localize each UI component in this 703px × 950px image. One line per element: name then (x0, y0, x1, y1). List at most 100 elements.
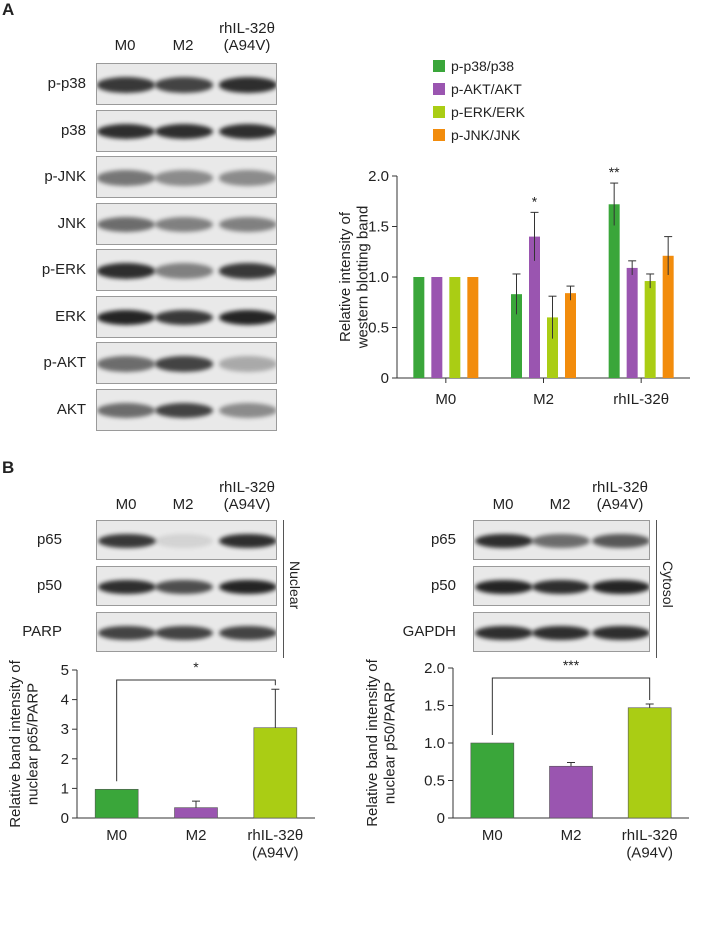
legend-swatch (433, 83, 445, 95)
blot-band (155, 533, 213, 549)
blot-band (97, 356, 155, 372)
fraction-bracket (283, 520, 284, 658)
blot-row-label: AKT (56, 400, 86, 418)
y-tick-label: 2.0 (368, 168, 389, 185)
y-tick-label: 1 (61, 780, 69, 797)
blot-strip (96, 63, 277, 105)
fraction-bracket (656, 520, 657, 658)
fraction-label: Nuclear (287, 561, 303, 610)
bar (626, 267, 638, 378)
bar (253, 727, 298, 819)
bar (529, 236, 540, 378)
x-tick-label: M2 (533, 391, 554, 408)
bar-chart-nuclear-p65: 0 1 2 3 4 5 Relative band intensity ofnuclear … (7, 659, 315, 861)
blot-strip (473, 520, 650, 560)
blot-band (592, 625, 649, 641)
blot-band (219, 216, 276, 233)
x-tick-label: M0 (482, 827, 503, 844)
blot-band (219, 309, 276, 326)
significance-bracket (116, 679, 276, 782)
lane-label: rhIL-32θ (A94V) (219, 20, 275, 54)
x-tick-label: M2 (186, 827, 207, 844)
significance-marker: * (193, 659, 199, 675)
legend-label: p-p38/p38 (451, 58, 514, 74)
x-tick-label: M0 (435, 391, 456, 408)
y-tick-label: 1.0 (424, 735, 445, 752)
blot-band (155, 309, 213, 326)
y-tick-label: 4 (61, 692, 69, 709)
bar-chart-phospho-ratios: 0 0.5 1.0 1.5 2.0 Relative intensity ofwester… (337, 58, 690, 410)
blot-strip (96, 202, 277, 245)
blot-row-label: p-AKT (43, 354, 86, 371)
blot-band (97, 123, 155, 140)
bar (431, 277, 443, 378)
blot-band (475, 625, 533, 641)
blot-band (475, 579, 533, 595)
significance-marker: ** (609, 164, 620, 180)
blot-band (155, 402, 213, 419)
blot-band (592, 533, 649, 549)
blot-strip (96, 249, 277, 291)
x-tick-label: rhIL-32θ(A94V) (247, 827, 303, 861)
blot-row-label: p-ERK (41, 261, 86, 278)
blot-band (219, 533, 276, 549)
y-tick-label: 1.5 (368, 219, 389, 236)
y-tick-label: 0.5 (424, 773, 445, 790)
y-tick-label: 0 (437, 810, 445, 827)
bar (662, 255, 674, 378)
blot-band (97, 170, 155, 186)
x-tick-label: M2 (561, 827, 582, 844)
legend-swatch (433, 129, 445, 141)
blot-band (475, 533, 533, 549)
x-tick-label: rhIL-32θ(A94V) (613, 391, 669, 410)
blot-band (219, 356, 276, 372)
blot-band (97, 309, 155, 326)
blot-strip (96, 566, 277, 606)
blot-band (219, 625, 276, 641)
blot-row-label: p50 (36, 577, 62, 594)
legend-label: p-JNK/JNK (451, 127, 521, 143)
blot-band (97, 77, 155, 93)
blot-band (98, 579, 156, 595)
y-tick-label: 0 (61, 810, 69, 827)
legend-swatch (433, 106, 445, 118)
y-tick-label: 1.0 (368, 269, 389, 286)
blot-band (592, 579, 649, 595)
blot-band (155, 123, 213, 140)
blot-band (98, 533, 156, 549)
lane-label: M0 (492, 496, 514, 513)
blot-strip (96, 612, 277, 652)
blot-row-label: p65 (430, 531, 456, 548)
blot-band (155, 216, 213, 233)
lane-label: M2 (172, 496, 194, 513)
lane-label: M0 (115, 496, 137, 513)
legend-label: p-ERK/ERK (451, 104, 526, 120)
x-tick-label: rhIL-32θ(A94V) (622, 827, 678, 861)
significance-marker: *** (563, 657, 580, 673)
y-tick-label: 2.0 (424, 660, 445, 677)
blot-band (155, 356, 213, 372)
blot-band (219, 579, 276, 595)
blot-strip (96, 109, 277, 152)
blot-band (155, 579, 213, 595)
lane-label: M2 (172, 37, 194, 54)
y-axis-title: Relative intensity ofwestern blotting ba… (337, 206, 371, 350)
bar (549, 765, 593, 819)
legend-label: p-AKT/AKT (451, 81, 522, 97)
blot-band (155, 263, 213, 279)
blot-band (155, 170, 213, 186)
lane-label: M2 (549, 496, 571, 513)
legend-swatch (433, 60, 445, 72)
blot-band (532, 579, 590, 595)
blot-strip (96, 295, 277, 338)
blot-band (219, 263, 276, 279)
blot-band (219, 123, 276, 140)
blot-band (532, 533, 590, 549)
y-tick-label: 0.5 (368, 320, 389, 337)
bar (511, 294, 522, 378)
blot-strip (473, 566, 650, 606)
blot-row-label: JNK (57, 214, 86, 232)
blot-row-label: ERK (55, 307, 86, 325)
blot-row-label: PARP (22, 623, 62, 640)
blot-row-label: GAPDH (402, 623, 456, 640)
